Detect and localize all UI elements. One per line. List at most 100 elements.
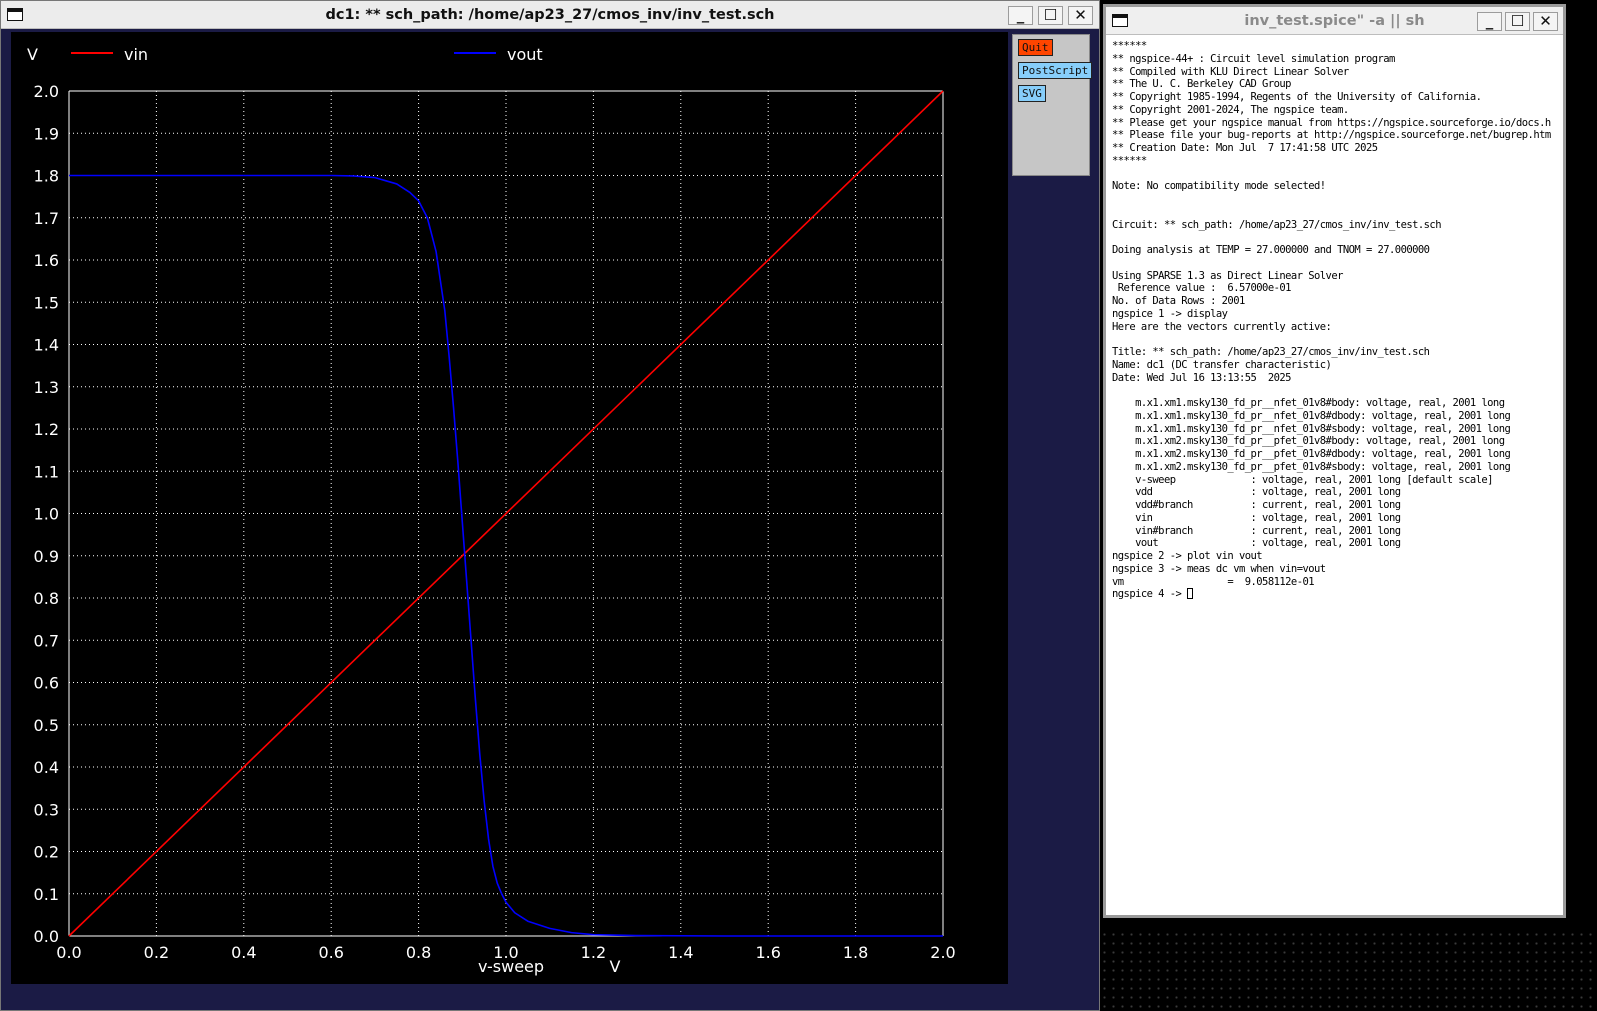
x-tick-label: 1.8 xyxy=(843,943,868,962)
y-tick-label: 0.4 xyxy=(34,758,59,777)
y-tick-label: 0.3 xyxy=(34,800,59,819)
terminal-line: ** Compiled with KLU Direct Linear Solve… xyxy=(1112,65,1349,78)
minimize-button[interactable]: _ xyxy=(1477,12,1502,31)
plot-window: dc1: ** sch_path: /home/ap23_27/cmos_inv… xyxy=(0,0,1100,1011)
terminal-line xyxy=(1112,333,1561,346)
terminal-line: vdd : voltage, real, 2001 long xyxy=(1112,486,1401,499)
terminal-line: vm = 9.058112e-01 xyxy=(1112,575,1315,588)
terminal-line: ** The U. C. Berkeley CAD Group xyxy=(1112,78,1291,91)
terminal-line: ** Please file your bug-reports at http:… xyxy=(1112,129,1551,142)
terminal-line: m.x1.xm1.msky130_fd_pr__nfet_01v8#sbody:… xyxy=(1112,422,1511,435)
y-axis-unit: V xyxy=(27,45,38,64)
x-tick-label: 2.0 xyxy=(930,943,955,962)
series-line-vin xyxy=(68,90,944,937)
svg-export-button[interactable]: SVG xyxy=(1018,85,1046,102)
terminal-line: ngspice 1 -> display xyxy=(1112,307,1228,320)
terminal-line: Doing analysis at TEMP = 27.000000 and T… xyxy=(1112,244,1430,256)
terminal-line: ****** xyxy=(1112,154,1147,167)
terminal-line: ** Copyright 1985-1994, Regents of the U… xyxy=(1112,91,1482,103)
y-tick-label: 0.6 xyxy=(34,674,59,693)
terminal-output[interactable]: ****** ** ngspice-44+ : Circuit level sim… xyxy=(1112,40,1561,913)
y-tick-label: 0.5 xyxy=(34,716,59,735)
plot-window-titlebar[interactable]: dc1: ** sch_path: /home/ap23_27/cmos_inv… xyxy=(1,1,1099,29)
terminal-line: ****** xyxy=(1112,40,1147,52)
y-tick-label: 1.5 xyxy=(34,293,59,312)
close-button[interactable]: ✕ xyxy=(1068,6,1093,25)
x-tick-label: 0.0 xyxy=(56,943,81,962)
y-tick-label: 0.7 xyxy=(34,631,59,650)
y-tick-label: 1.0 xyxy=(34,505,59,524)
x-axis-unit: V xyxy=(610,957,621,976)
terminal-line: ngspice 2 -> plot vin vout xyxy=(1112,550,1263,562)
y-tick-label: 1.8 xyxy=(34,167,59,186)
terminal-line: vout : voltage, real, 2001 long xyxy=(1112,537,1401,550)
legend-label-vin: vin xyxy=(124,45,148,64)
y-tick-label: 1.2 xyxy=(34,420,59,439)
minimize-button[interactable]: _ xyxy=(1008,6,1033,25)
y-tick-label: 1.7 xyxy=(34,209,59,228)
terminal-line: v-sweep : voltage, real, 2001 long [defa… xyxy=(1112,473,1493,486)
x-tick-label: 0.4 xyxy=(231,943,256,962)
terminal-line: Here are the vectors currently active: xyxy=(1112,320,1332,333)
dc-transfer-chart: 0.0 0.1 0.2 0.3 0.4 0.5 0.6 0.7 0.8 0.9 1.0 1.1 1.2 1… xyxy=(27,45,956,976)
quit-button[interactable]: Quit xyxy=(1018,39,1053,56)
x-tick-label: 1.6 xyxy=(755,943,780,962)
x-tick-label: 0.8 xyxy=(406,943,431,962)
terminal-line xyxy=(1112,257,1561,270)
x-tick-label: 1.2 xyxy=(581,943,606,962)
terminal-line: Reference value : 6.57000e-01 xyxy=(1112,282,1292,295)
maximize-button[interactable]: ☐ xyxy=(1038,6,1063,25)
terminal-prompt-line[interactable]: ngspice 4 -> xyxy=(1112,588,1561,601)
y-tick-label: 1.9 xyxy=(34,124,59,143)
y-tick-label: 1.6 xyxy=(34,251,59,270)
y-tick-label: 2.0 xyxy=(34,82,59,101)
window-menu-icon[interactable] xyxy=(7,8,23,21)
y-tick-label: 0.1 xyxy=(34,885,59,904)
terminal-titlebar[interactable]: inv_test.spice" -a || sh _ ☐ ✕ xyxy=(1106,7,1563,35)
terminal-line: No. of Data Rows : 2001 xyxy=(1112,295,1245,307)
terminal-line: m.x1.xm2.msky130_fd_pr__pfet_01v8#dbody:… xyxy=(1112,448,1511,460)
terminal-line xyxy=(1112,168,1561,181)
y-tick-label: 0.8 xyxy=(34,589,59,608)
terminal-line: ** Copyright 2001-2024, The ngspice team… xyxy=(1112,103,1349,116)
terminal-line: m.x1.xm1.msky130_fd_pr__nfet_01v8#body: … xyxy=(1112,397,1505,409)
terminal-line: vin : voltage, real, 2001 long xyxy=(1112,511,1401,524)
terminal-line: Title: ** sch_path: /home/ap23_27/cmos_i… xyxy=(1112,346,1430,358)
y-tick-label: 0.0 xyxy=(34,927,59,946)
plot-button-panel: Quit PostScript SVG xyxy=(1012,34,1093,176)
terminal-line: m.x1.xm2.msky130_fd_pr__pfet_01v8#body: … xyxy=(1112,435,1505,448)
terminal-line: ** Creation Date: Mon Jul 7 17:41:58 UTC… xyxy=(1112,142,1378,154)
desktop-background xyxy=(1100,930,1597,1011)
terminal-line: ngspice 3 -> meas dc vm when vin=vout xyxy=(1112,562,1326,575)
terminal-line: Circuit: ** sch_path: /home/ap23_27/cmos… xyxy=(1112,218,1442,231)
terminal-line xyxy=(1112,231,1561,244)
x-tick-label: 0.2 xyxy=(144,943,169,962)
terminal-line: ** ngspice-44+ : Circuit level simulatio… xyxy=(1112,52,1395,65)
postscript-button[interactable]: PostScript xyxy=(1018,62,1093,79)
y-tick-label: 1.4 xyxy=(34,336,59,355)
y-tick-label: 0.2 xyxy=(34,843,59,862)
terminal-line: Using SPARSE 1.3 as Direct Linear Solver xyxy=(1112,269,1343,282)
terminal-line: m.x1.xm1.msky130_fd_pr__nfet_01v8#dbody:… xyxy=(1112,409,1511,422)
window-menu-icon[interactable] xyxy=(1112,14,1128,27)
terminal-line: Name: dc1 (DC transfer characteristic) xyxy=(1112,358,1332,371)
maximize-button[interactable]: ☐ xyxy=(1505,12,1530,31)
plot-window-title: dc1: ** sch_path: /home/ap23_27/cmos_inv… xyxy=(325,6,775,23)
terminal-prompt: ngspice 4 -> xyxy=(1112,588,1188,601)
text-cursor xyxy=(1187,588,1194,600)
close-button[interactable]: ✕ xyxy=(1533,12,1558,31)
y-tick-label: 1.1 xyxy=(34,462,59,481)
terminal-line xyxy=(1112,206,1561,219)
terminal-line xyxy=(1112,384,1561,397)
x-tick-label: 1.4 xyxy=(668,943,693,962)
y-tick-label: 1.3 xyxy=(34,378,59,397)
x-axis-label: v-sweep xyxy=(478,957,544,976)
plot-canvas[interactable]: 0.0 0.1 0.2 0.3 0.4 0.5 0.6 0.7 0.8 0.9 1.0 1.1 1.2 1… xyxy=(11,32,1008,984)
y-tick-label: 0.9 xyxy=(34,547,59,566)
terminal-window: inv_test.spice" -a || sh _ ☐ ✕ ****** ** … xyxy=(1103,4,1566,918)
x-tick-label: 0.6 xyxy=(318,943,343,962)
legend-label-vout: vout xyxy=(507,45,543,64)
series-line-vout xyxy=(69,174,943,937)
x-tick-label: 1.0 xyxy=(493,943,518,962)
terminal-line: Note: No compatibility mode selected! xyxy=(1112,180,1326,193)
